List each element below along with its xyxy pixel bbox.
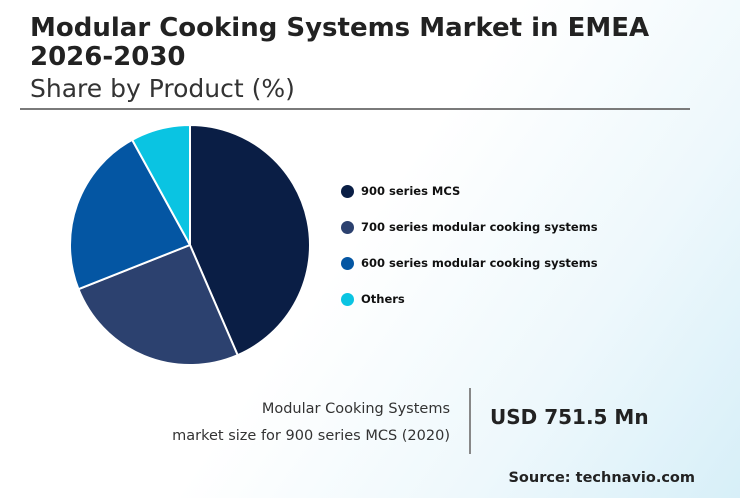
pie-slice: [189, 124, 311, 357]
legend-item: Others: [341, 281, 598, 317]
market-size-divider: [469, 388, 471, 454]
legend-swatch: [341, 256, 354, 270]
pie-chart: [69, 124, 311, 366]
legend-label: 900 series MCS: [361, 184, 461, 198]
chart-title: Modular Cooking Systems Market in EMEA 2…: [30, 13, 650, 72]
market-size-value: USD 751.5 Mn: [490, 405, 649, 429]
title-divider: [20, 108, 690, 110]
legend-item: 600 series modular cooking systems: [341, 245, 598, 281]
legend-label: Others: [361, 292, 405, 306]
legend-swatch: [341, 292, 354, 306]
legend-swatch: [341, 220, 354, 234]
pie-slice: [69, 138, 191, 291]
legend-label: 600 series modular cooking systems: [361, 256, 598, 270]
market-size-label: Modular Cooking Systems market size for …: [172, 396, 450, 450]
pie-slice: [131, 124, 191, 246]
source-credit: Source: technavio.com: [508, 470, 695, 486]
market-size-label-line1: Modular Cooking Systems: [261, 401, 450, 417]
chart-legend: 900 series MCS 700 series modular cookin…: [341, 173, 598, 317]
legend-swatch: [341, 184, 354, 198]
legend-item: 700 series modular cooking systems: [341, 209, 598, 245]
market-size-label-line2: market size for 900 series MCS (2020): [172, 428, 450, 444]
chart-subtitle: Share by Product (%): [30, 74, 295, 103]
legend-item: 900 series MCS: [341, 173, 598, 209]
pie-slice: [77, 244, 239, 366]
legend-label: 700 series modular cooking systems: [361, 220, 598, 234]
